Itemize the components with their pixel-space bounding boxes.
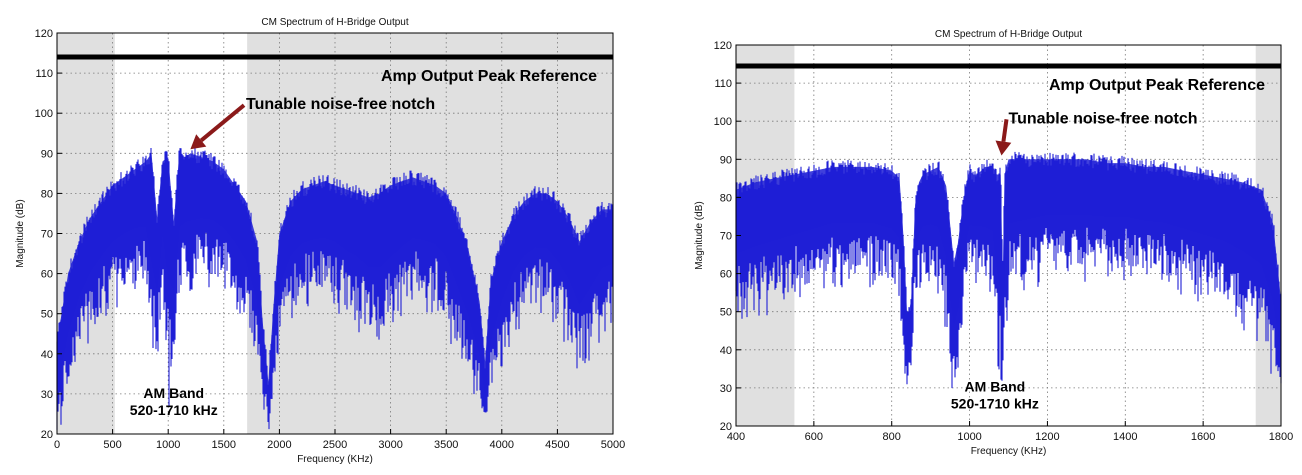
y-tick-label: 90 <box>41 148 53 160</box>
x-tick-label: 3500 <box>434 439 458 451</box>
chart-1: 0 500 1000 1500 2000 2500 3000 3500 4000 4500 5000… <box>15 17 625 465</box>
am-band-range-label: 520-1710 kHz <box>951 396 1039 412</box>
x-axis-label: Frequency (KHz) <box>971 446 1047 457</box>
x-tick-label: 500 <box>103 439 121 451</box>
x-tick-label: 4000 <box>490 439 514 451</box>
x-tick-label: 800 <box>883 431 901 443</box>
notch-label: Tunable noise-free notch <box>1009 110 1198 127</box>
y-tick-label: 40 <box>41 349 53 361</box>
notch-label: Tunable noise-free notch <box>246 96 435 113</box>
y-tick-label: 20 <box>41 429 53 441</box>
x-tick-label: 400 <box>727 431 745 443</box>
x-tick-label: 3000 <box>378 439 402 451</box>
x-tick-label: 2500 <box>323 439 347 451</box>
x-tick-label: 2000 <box>267 439 291 451</box>
x-axis-label: Frequency (KHz) <box>297 454 373 465</box>
y-tick-label: 110 <box>35 68 53 80</box>
chart-title: CM Spectrum of H-Bridge Output <box>261 17 408 28</box>
x-tick-label: 5000 <box>601 439 625 451</box>
y-tick-label: 20 <box>720 421 732 433</box>
y-axis-label: Magnitude (dB) <box>15 199 26 267</box>
x-tick-label: 1400 <box>1113 431 1137 443</box>
x-tick-label: 1200 <box>1035 431 1059 443</box>
am-band-label: AM Band <box>965 379 1026 395</box>
chart-title: CM Spectrum of H-Bridge Output <box>935 29 1082 40</box>
y-tick-label: 100 <box>35 108 53 120</box>
x-tick-label: 0 <box>54 439 60 451</box>
y-tick-label: 80 <box>41 188 53 200</box>
y-axis-label: Magnitude (dB) <box>694 201 705 269</box>
y-tick-label: 70 <box>41 229 53 241</box>
spectrum-body <box>736 159 1281 354</box>
notch-arrow-head <box>995 140 1012 156</box>
y-tick-label: 70 <box>720 231 732 243</box>
y-tick-label: 100 <box>714 116 732 128</box>
y-tick-label: 30 <box>720 383 732 395</box>
x-tick-label: 1000 <box>156 439 180 451</box>
y-tick-label: 60 <box>720 269 732 281</box>
chart-2: 400 600 800 1000 1200 1400 1600 1800 20 30 40 50 60 7… <box>694 29 1293 457</box>
y-tick-label: 90 <box>720 154 732 166</box>
notch-arrow-shaft <box>199 103 246 142</box>
reference-label: Amp Output Peak Reference <box>381 68 597 85</box>
y-tick-label: 110 <box>714 78 732 90</box>
am-band-range-label: 520-1710 kHz <box>130 402 218 418</box>
y-tick-label: 120 <box>35 28 53 40</box>
y-tick-label: 120 <box>714 40 732 52</box>
y-tick-label: 80 <box>720 192 732 204</box>
spectrum-body <box>57 153 613 403</box>
y-tick-label: 50 <box>41 309 53 321</box>
x-tick-label: 1000 <box>957 431 981 443</box>
notch-arrow-head <box>190 134 207 150</box>
y-tick-label: 50 <box>720 307 732 319</box>
am-band-label: AM Band <box>143 385 204 401</box>
x-tick-label: 1800 <box>1269 431 1293 443</box>
y-tick-label: 60 <box>41 269 53 281</box>
notch-arrow-shaft <box>1001 119 1009 142</box>
y-tick-label: 40 <box>720 345 732 357</box>
reference-label: Amp Output Peak Reference <box>1049 77 1265 94</box>
x-tick-label: 1600 <box>1191 431 1215 443</box>
y-tick-label: 30 <box>41 389 53 401</box>
x-tick-label: 4500 <box>545 439 569 451</box>
x-tick-label: 600 <box>805 431 823 443</box>
x-tick-label: 1500 <box>212 439 236 451</box>
